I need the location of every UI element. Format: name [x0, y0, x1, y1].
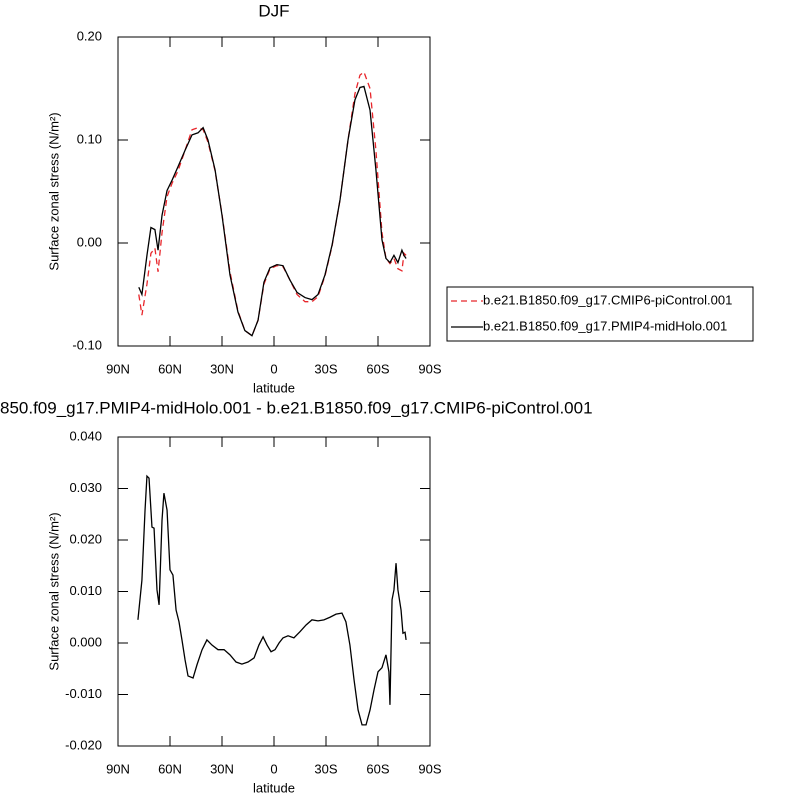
legend-label: b.e21.B1850.f09_g17.PMIP4-midHolo.001: [483, 318, 727, 333]
y-axis-label: Surface zonal stress (N/m²): [46, 512, 61, 670]
x-axis-label: latitude: [253, 780, 295, 795]
x-tick-label: 60S: [366, 361, 389, 376]
chart-title: DJF: [258, 1, 289, 20]
x-axis-label: latitude: [253, 380, 295, 395]
legend-label: b.e21.B1850.f09_g17.CMIP6-piControl.001: [483, 292, 732, 307]
x-tick-label: 90S: [418, 361, 441, 376]
x-tick-label: 60N: [158, 361, 182, 376]
chart-title: 850.f09_g17.PMIP4-midHolo.001 - b.e21.B1…: [0, 398, 593, 417]
x-tick-label: 30S: [314, 361, 337, 376]
x-tick-label: 90S: [418, 761, 441, 776]
y-tick-label: -0.10: [72, 337, 102, 352]
y-tick-label: 0.040: [69, 428, 102, 443]
x-tick-label: 60S: [366, 761, 389, 776]
x-tick-label: 0: [270, 761, 277, 776]
y-axis-label: Surface zonal stress (N/m²): [46, 112, 61, 270]
plot-frame: [117, 436, 431, 747]
x-tick-label: 30N: [210, 361, 234, 376]
plot-frame: [117, 36, 431, 347]
y-tick-label: 0.20: [77, 28, 102, 43]
y-tick-label: 0.020: [69, 531, 102, 546]
y-tick-label: 0.010: [69, 583, 102, 598]
x-tick-label: 0: [270, 361, 277, 376]
x-tick-label: 30S: [314, 761, 337, 776]
data-line: [138, 85, 407, 337]
x-tick-label: 90N: [106, 361, 130, 376]
y-tick-label: -0.020: [65, 737, 102, 752]
data-line: [137, 474, 407, 726]
x-tick-label: 60N: [158, 761, 182, 776]
x-tick-label: 30N: [210, 761, 234, 776]
y-tick-label: 0.000: [69, 634, 102, 649]
y-tick-label: 0.030: [69, 480, 102, 495]
y-tick-label: -0.010: [65, 686, 102, 701]
y-tick-label: 0.10: [77, 131, 102, 146]
data-line: [138, 70, 407, 337]
y-tick-label: 0.00: [77, 234, 102, 249]
x-tick-label: 90N: [106, 761, 130, 776]
legend-box: [446, 286, 754, 342]
